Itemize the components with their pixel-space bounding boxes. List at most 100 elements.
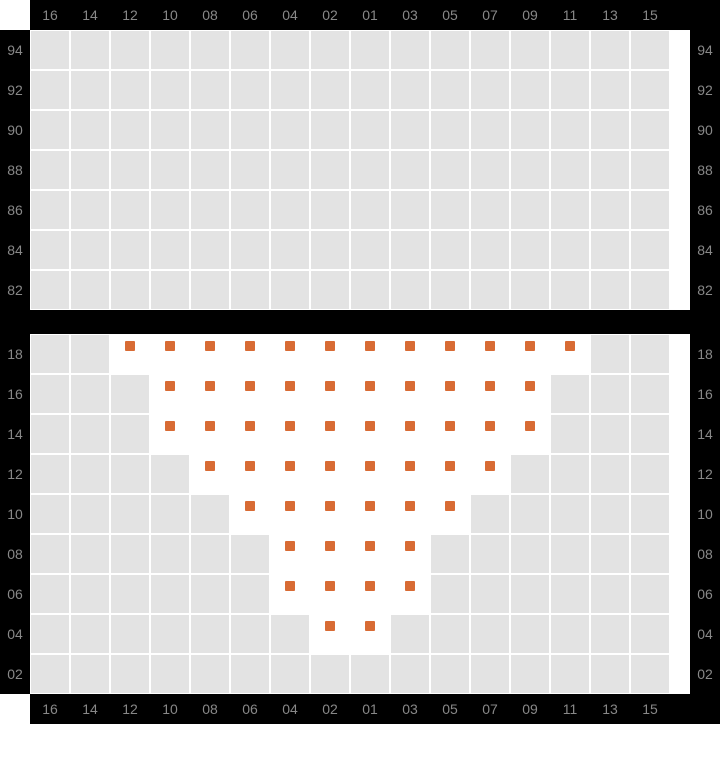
empty-cell — [30, 614, 70, 654]
seat-cell[interactable] — [470, 414, 510, 454]
seat-cell[interactable] — [390, 494, 430, 534]
seat-cell[interactable] — [350, 334, 390, 374]
seat-cell[interactable] — [350, 574, 390, 614]
seat-cell[interactable] — [310, 374, 350, 414]
seat-cell[interactable] — [310, 534, 350, 574]
empty-cell — [430, 230, 470, 270]
seat-cell[interactable] — [430, 414, 470, 454]
seat-cell[interactable] — [110, 334, 150, 374]
column-label: 12 — [110, 7, 150, 23]
seat-cell[interactable] — [190, 414, 230, 454]
empty-cell — [510, 454, 550, 494]
empty-cell — [310, 30, 350, 70]
seat-cell[interactable] — [390, 374, 430, 414]
grid-row: 1616 — [30, 374, 720, 414]
seat-cell[interactable] — [430, 374, 470, 414]
seat-cell[interactable] — [310, 614, 350, 654]
row-cells — [30, 230, 690, 270]
seat-cell[interactable] — [310, 494, 350, 534]
empty-cell — [270, 150, 310, 190]
seat-cell[interactable] — [310, 454, 350, 494]
seat-cell[interactable] — [350, 534, 390, 574]
empty-cell — [150, 614, 190, 654]
seat-cell[interactable] — [150, 414, 190, 454]
seat-marker-icon — [325, 501, 335, 511]
empty-cell — [190, 230, 230, 270]
row-label-right: 90 — [690, 110, 720, 150]
seat-cell[interactable] — [470, 374, 510, 414]
seat-cell[interactable] — [310, 334, 350, 374]
seat-cell[interactable] — [550, 334, 590, 374]
empty-cell — [470, 534, 510, 574]
seat-cell[interactable] — [350, 414, 390, 454]
seat-cell[interactable] — [390, 334, 430, 374]
seat-marker-icon — [405, 341, 415, 351]
seat-cell[interactable] — [270, 454, 310, 494]
column-label: 12 — [110, 701, 150, 717]
seat-cell[interactable] — [390, 574, 430, 614]
empty-cell — [270, 654, 310, 694]
seat-cell[interactable] — [150, 374, 190, 414]
seat-cell[interactable] — [390, 534, 430, 574]
empty-cell — [350, 110, 390, 150]
empty-cell — [550, 150, 590, 190]
seat-cell[interactable] — [430, 494, 470, 534]
empty-cell — [550, 574, 590, 614]
seat-marker-icon — [285, 341, 295, 351]
seat-cell[interactable] — [270, 574, 310, 614]
column-label: 06 — [230, 7, 270, 23]
empty-cell — [430, 654, 470, 694]
seat-cell[interactable] — [390, 414, 430, 454]
seat-cell[interactable] — [390, 454, 430, 494]
empty-cell — [70, 534, 110, 574]
empty-cell — [630, 150, 670, 190]
seat-cell[interactable] — [510, 414, 550, 454]
empty-cell — [190, 654, 230, 694]
column-label: 11 — [550, 7, 590, 23]
seat-cell[interactable] — [230, 414, 270, 454]
seat-cell[interactable] — [310, 414, 350, 454]
empty-cell — [190, 190, 230, 230]
seat-cell[interactable] — [350, 374, 390, 414]
seat-cell[interactable] — [270, 374, 310, 414]
seat-cell[interactable] — [430, 454, 470, 494]
seat-cell[interactable] — [270, 334, 310, 374]
empty-cell — [630, 30, 670, 70]
empty-cell — [630, 190, 670, 230]
seat-marker-icon — [165, 341, 175, 351]
seat-cell[interactable] — [350, 614, 390, 654]
empty-cell — [510, 30, 550, 70]
seat-cell[interactable] — [270, 414, 310, 454]
seat-marker-icon — [285, 581, 295, 591]
empty-cell — [510, 230, 550, 270]
empty-cell — [150, 150, 190, 190]
seat-cell[interactable] — [430, 334, 470, 374]
seat-cell[interactable] — [230, 494, 270, 534]
empty-cell — [470, 270, 510, 310]
seat-cell[interactable] — [350, 494, 390, 534]
empty-cell — [550, 454, 590, 494]
seat-cell[interactable] — [510, 334, 550, 374]
seat-cell[interactable] — [230, 454, 270, 494]
seat-cell[interactable] — [470, 334, 510, 374]
empty-cell — [630, 374, 670, 414]
row-label-left: 10 — [0, 494, 30, 534]
seat-cell[interactable] — [510, 374, 550, 414]
empty-cell — [30, 574, 70, 614]
seat-cell[interactable] — [150, 334, 190, 374]
seat-cell[interactable] — [190, 374, 230, 414]
seat-cell[interactable] — [470, 454, 510, 494]
seat-marker-icon — [445, 421, 455, 431]
row-label-left: 12 — [0, 454, 30, 494]
seat-cell[interactable] — [190, 454, 230, 494]
empty-cell — [390, 270, 430, 310]
empty-cell — [510, 270, 550, 310]
seat-cell[interactable] — [230, 374, 270, 414]
seat-cell[interactable] — [310, 574, 350, 614]
block-divider — [0, 310, 720, 334]
seat-cell[interactable] — [230, 334, 270, 374]
seat-cell[interactable] — [270, 494, 310, 534]
seat-cell[interactable] — [350, 454, 390, 494]
seat-cell[interactable] — [270, 534, 310, 574]
seat-cell[interactable] — [190, 334, 230, 374]
